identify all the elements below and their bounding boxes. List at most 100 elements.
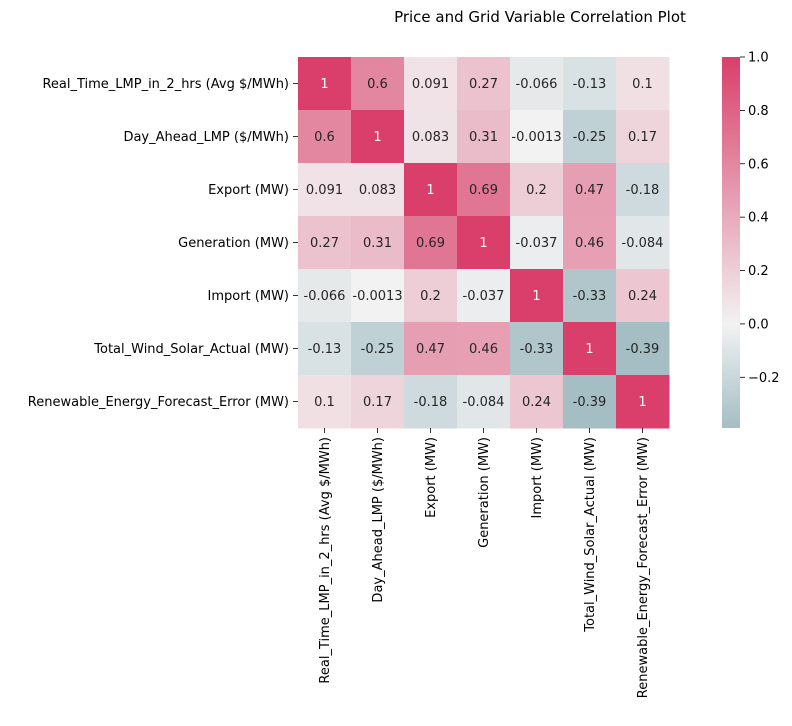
heatmap-cell-r4-c5 [563, 269, 617, 323]
heatmap-cells [298, 57, 670, 429]
cell-value-label: -0.18 [626, 183, 660, 198]
y-tick-label: Import (MW) [208, 289, 290, 304]
heatmap-cell-r6-c3 [457, 375, 511, 429]
heatmap-cell-r6-c4 [510, 375, 564, 429]
cell-value-label: -0.13 [573, 77, 607, 92]
cell-value-label: 0.27 [469, 77, 498, 92]
cell-value-label: 0.69 [469, 183, 498, 198]
heatmap-cell-r2-c5 [563, 163, 617, 217]
cell-value-label: -0.037 [463, 289, 505, 304]
cell-value-label: 1 [532, 289, 540, 304]
colorbar-tick-label: −0.2 [748, 371, 780, 386]
cell-value-label: -0.39 [573, 395, 607, 410]
cell-value-label: -0.18 [414, 395, 448, 410]
heatmap-cell-r3-c0 [298, 216, 352, 270]
heatmap-cell-r1-c4 [510, 110, 564, 164]
heatmap-cell-r4-c4 [510, 269, 564, 323]
heatmap-cell-r5-c3 [457, 322, 511, 376]
cell-value-label: 1 [479, 236, 487, 251]
y-tick-label: Export (MW) [208, 183, 289, 198]
heatmap-cell-r0-c5 [563, 57, 617, 111]
heatmap-cell-r2-c3 [457, 163, 511, 217]
cell-value-label: 0.47 [416, 342, 445, 357]
cell-value-label: 0.46 [469, 342, 498, 357]
cell-value-label: 1 [320, 77, 328, 92]
heatmap-cell-r5-c2 [404, 322, 458, 376]
heatmap-cell-r0-c1 [351, 57, 405, 111]
cell-value-label: 0.24 [628, 289, 657, 304]
heatmap-cell-r4-c6 [616, 269, 670, 323]
cell-value-label: 0.1 [632, 77, 653, 92]
heatmap-cell-r0-c4 [510, 57, 564, 111]
cell-value-label: 0.17 [628, 130, 657, 145]
x-tick-label: Import (MW) [530, 437, 545, 519]
heatmap-cell-r6-c0 [298, 375, 352, 429]
cell-value-label: -0.0013 [352, 289, 402, 304]
heatmap-cell-r2-c0 [298, 163, 352, 217]
colorbar-tick-label: 0.6 [748, 157, 769, 172]
colorbar-tick-label: 1.0 [748, 51, 769, 66]
colorbar: −0.2 0.0 0.2 0.4 0.6 0.8 1.0 [722, 51, 780, 428]
cell-value-label: 0.083 [359, 183, 396, 198]
heatmap-cell-r0-c3 [457, 57, 511, 111]
heatmap-cell-labels: 1 0.6 0.091 0.27 -0.066 -0.13 0.1 0.6 1 0.083 0.31… [304, 77, 664, 410]
heatmap-cell-r3-c3 [457, 216, 511, 270]
cell-value-label: 1 [585, 342, 593, 357]
x-tick-label: Total_Wind_Solar_Actual (MW) [583, 437, 598, 633]
y-tick-label: Generation (MW) [178, 236, 289, 251]
heatmap-cell-r0-c0 [298, 57, 352, 111]
heatmap-cell-r3-c1 [351, 216, 405, 270]
heatmap-cell-r6-c1 [351, 375, 405, 429]
cell-value-label: -0.33 [520, 342, 554, 357]
cell-value-label: -0.39 [626, 342, 660, 357]
heatmap-cell-r2-c2 [404, 163, 458, 217]
cell-value-label: 0.091 [306, 183, 343, 198]
heatmap-cell-r2-c1 [351, 163, 405, 217]
heatmap-cell-r3-c4 [510, 216, 564, 270]
heatmap-cell-r4-c1 [351, 269, 405, 323]
heatmap-cell-r3-c5 [563, 216, 617, 270]
y-tick-label: Real_Time_LMP_in_2_hrs (Avg $/MWh) [42, 77, 289, 92]
x-axis-ticks: Real_Time_LMP_in_2_hrs (Avg $/MWh) Day_Ah… [318, 428, 651, 698]
cell-value-label: 0.1 [314, 395, 335, 410]
cell-value-label: -0.33 [573, 289, 607, 304]
y-tick-label: Renewable_Energy_Forecast_Error (MW) [28, 395, 289, 410]
cell-value-label: 0.27 [310, 236, 339, 251]
cell-value-label: -0.066 [516, 77, 558, 92]
heatmap-cell-r6-c5 [563, 375, 617, 429]
cell-value-label: -0.0013 [511, 130, 561, 145]
x-tick-label: Export (MW) [424, 437, 439, 518]
heatmap-cell-r1-c2 [404, 110, 458, 164]
heatmap-cell-r3-c6 [616, 216, 670, 270]
heatmap-cell-r2-c6 [616, 163, 670, 217]
heatmap-cell-r1-c6 [616, 110, 670, 164]
cell-value-label: 0.24 [522, 395, 551, 410]
cell-value-label: 0.083 [412, 130, 449, 145]
cell-value-label: -0.25 [361, 342, 395, 357]
heatmap-cell-r5-c6 [616, 322, 670, 376]
heatmap-cell-r0-c2 [404, 57, 458, 111]
heatmap-cell-r2-c4 [510, 163, 564, 217]
y-tick-label: Day_Ahead_LMP ($/MWh) [123, 130, 289, 145]
cell-value-label: -0.13 [308, 342, 342, 357]
colorbar-tick-label: 0.4 [748, 211, 769, 226]
cell-value-label: 0.2 [526, 183, 547, 198]
heatmap-cell-r1-c3 [457, 110, 511, 164]
heatmap-cell-r4-c2 [404, 269, 458, 323]
heatmap-cell-r1-c1 [351, 110, 405, 164]
heatmap-cell-r1-c0 [298, 110, 352, 164]
cell-value-label: 0.091 [412, 77, 449, 92]
heatmap-cell-r3-c2 [404, 216, 458, 270]
heatmap-cell-r4-c0 [298, 269, 352, 323]
cell-value-label: 0.31 [469, 130, 498, 145]
colorbar-tick-label: 0.0 [748, 317, 769, 332]
cell-value-label: 0.46 [575, 236, 604, 251]
heatmap-cell-r0-c6 [616, 57, 670, 111]
cell-value-label: -0.084 [463, 395, 505, 410]
cell-value-label: 1 [373, 130, 381, 145]
cell-value-label: -0.066 [304, 289, 346, 304]
colorbar-tick-label: 0.8 [748, 104, 769, 119]
cell-value-label: 1 [426, 183, 434, 198]
